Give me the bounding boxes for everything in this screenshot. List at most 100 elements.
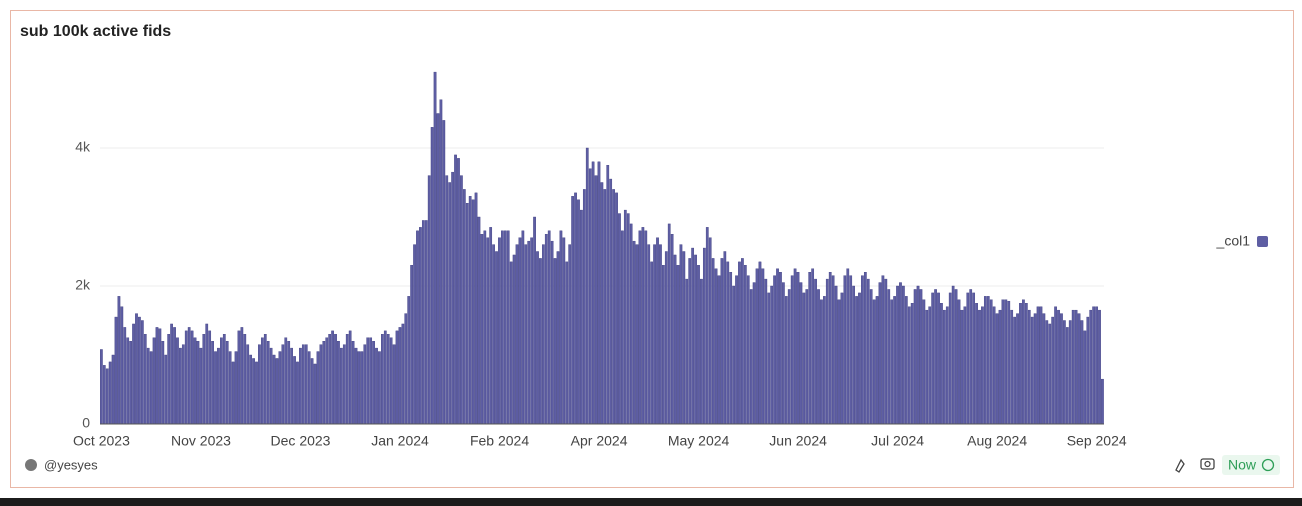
bar bbox=[173, 327, 176, 425]
bar bbox=[828, 272, 832, 425]
bar bbox=[694, 254, 697, 425]
bar bbox=[1030, 316, 1034, 425]
bar bbox=[404, 313, 408, 425]
bar bbox=[1022, 299, 1025, 425]
bar bbox=[989, 299, 993, 425]
bar bbox=[726, 261, 730, 425]
bar bbox=[553, 258, 557, 425]
bar bbox=[822, 296, 826, 425]
bar bbox=[445, 175, 449, 425]
bar bbox=[184, 330, 188, 425]
bar bbox=[764, 278, 768, 425]
bar bbox=[474, 192, 478, 425]
bar bbox=[904, 296, 908, 425]
bar bbox=[202, 334, 206, 425]
bar bbox=[114, 316, 118, 425]
bar bbox=[907, 306, 911, 425]
bar bbox=[281, 344, 285, 425]
bar bbox=[951, 285, 955, 425]
bar bbox=[852, 285, 855, 425]
bar bbox=[310, 358, 314, 425]
bar bbox=[544, 234, 548, 425]
bar bbox=[1042, 313, 1046, 425]
bar bbox=[597, 161, 601, 425]
bar bbox=[612, 189, 615, 425]
bar bbox=[799, 282, 803, 425]
avatar[interactable] bbox=[25, 459, 37, 471]
bar bbox=[966, 292, 970, 425]
bar bbox=[697, 265, 700, 425]
bar bbox=[653, 244, 656, 425]
bar bbox=[761, 268, 765, 425]
bar bbox=[866, 278, 870, 425]
author[interactable]: @yesyes bbox=[44, 457, 98, 472]
bar bbox=[858, 292, 861, 425]
bar bbox=[902, 285, 905, 425]
bar bbox=[887, 289, 891, 425]
bar bbox=[735, 275, 738, 425]
bar bbox=[410, 265, 414, 425]
bar bbox=[234, 351, 238, 425]
bar bbox=[1036, 306, 1040, 425]
bar bbox=[986, 296, 990, 425]
bar bbox=[451, 171, 454, 425]
bar bbox=[167, 334, 171, 425]
bar bbox=[702, 247, 706, 425]
bar bbox=[416, 230, 419, 425]
bar bbox=[536, 251, 539, 425]
bar bbox=[158, 328, 162, 425]
bar bbox=[618, 213, 621, 425]
bar bbox=[179, 347, 182, 425]
y-tick-label: 0 bbox=[82, 415, 90, 431]
bar bbox=[758, 261, 762, 425]
x-tick-label: Aug 2024 bbox=[967, 433, 1027, 449]
bar bbox=[863, 272, 867, 425]
bar bbox=[170, 323, 173, 425]
bar bbox=[392, 344, 396, 425]
bar bbox=[916, 285, 920, 425]
bar bbox=[1013, 316, 1016, 425]
bar bbox=[105, 368, 109, 425]
camera-icon[interactable] bbox=[1200, 458, 1215, 470]
bar bbox=[427, 175, 431, 425]
bar bbox=[1033, 313, 1037, 425]
bar bbox=[351, 341, 355, 425]
refresh-icon[interactable] bbox=[1175, 458, 1185, 473]
bar bbox=[527, 240, 531, 425]
bar bbox=[246, 344, 250, 425]
bar bbox=[243, 334, 247, 425]
bar bbox=[1048, 323, 1052, 425]
bar bbox=[893, 296, 896, 425]
bar bbox=[328, 334, 332, 425]
bar bbox=[685, 278, 689, 425]
bar bbox=[436, 113, 440, 425]
bar bbox=[222, 334, 226, 425]
bar bbox=[413, 244, 416, 425]
bar bbox=[193, 337, 197, 425]
x-tick-label: Jan 2024 bbox=[371, 433, 429, 449]
legend-label: _col1 bbox=[1216, 233, 1251, 249]
x-tick-label: Jun 2024 bbox=[769, 433, 827, 449]
bar bbox=[638, 230, 642, 425]
bar bbox=[708, 237, 712, 425]
bar bbox=[808, 272, 812, 425]
bar bbox=[539, 258, 542, 425]
bar bbox=[1027, 309, 1031, 425]
bar bbox=[275, 358, 279, 425]
bar bbox=[506, 230, 510, 425]
bar bbox=[752, 282, 756, 425]
y-tick-label: 2k bbox=[75, 277, 91, 293]
bar bbox=[790, 275, 794, 425]
bar bbox=[714, 268, 718, 425]
x-tick-label: Dec 2023 bbox=[271, 433, 331, 449]
bar bbox=[784, 296, 788, 425]
bar bbox=[266, 341, 270, 425]
bar bbox=[220, 337, 223, 425]
bar bbox=[187, 327, 191, 425]
bar bbox=[146, 347, 150, 425]
bar bbox=[155, 327, 159, 425]
bar bbox=[899, 282, 902, 425]
bar bbox=[363, 344, 367, 425]
bar bbox=[767, 292, 771, 425]
bar bbox=[1095, 306, 1098, 425]
